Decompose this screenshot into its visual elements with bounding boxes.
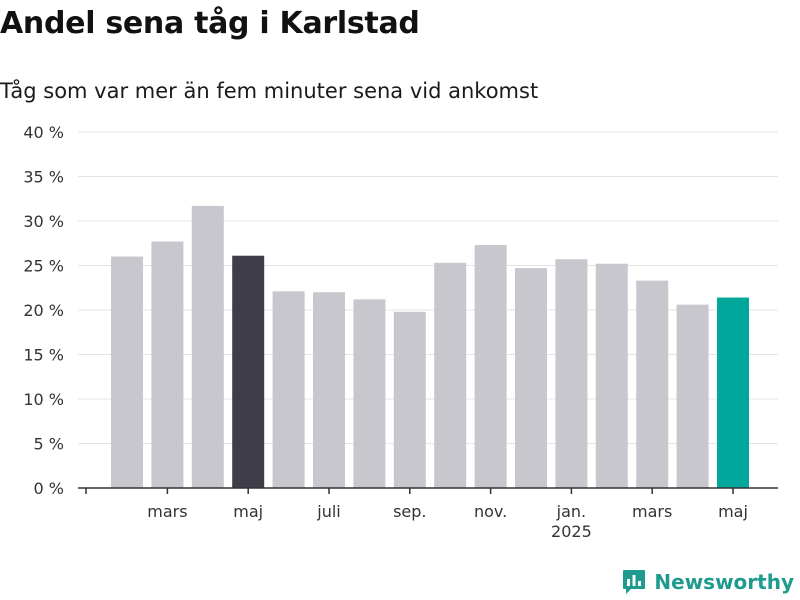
bar-2024-11	[474, 245, 507, 488]
bar-2025-02	[595, 263, 628, 488]
x-tick-label: jan.	[556, 502, 586, 521]
bar-2025-04	[676, 304, 709, 488]
bar-2024-04	[191, 205, 224, 488]
y-tick-label: 20 %	[23, 301, 64, 320]
y-tick-label: 5 %	[34, 435, 64, 454]
y-tick-label: 40 %	[23, 123, 64, 142]
bars	[111, 205, 749, 488]
bar-2025-05	[717, 297, 749, 488]
y-tick-label: 10 %	[23, 390, 64, 409]
x-tick-year-label: 2025	[551, 522, 592, 541]
y-tick-label: 15 %	[23, 346, 64, 365]
bar-2025-01	[555, 259, 588, 488]
x-tick-label: mars	[632, 502, 672, 521]
y-axis-ticks: 0 % 5 % 10 % 15 % 20 % 25 % 30 % 35 % 40 %	[23, 123, 64, 498]
brand-name: Newsworthy	[654, 570, 794, 594]
chart-title: Andel sena tåg i Karlstad	[0, 6, 420, 41]
x-tick-label: maj	[718, 502, 748, 521]
y-tick-label: 30 %	[23, 212, 64, 231]
y-tick-label: 35 %	[23, 168, 64, 187]
bar-chart-bubble-icon	[623, 570, 646, 594]
bar-2024-05	[232, 255, 265, 488]
x-tick-label: juli	[316, 502, 340, 521]
x-axis	[78, 487, 778, 494]
x-tick-label: maj	[233, 502, 263, 521]
x-axis-ticks: mars maj juli sep. nov. jan.2025 mars maj	[147, 488, 748, 541]
bar-2024-10	[434, 262, 467, 488]
newsworthy-logo: Newsworthy	[622, 569, 794, 595]
y-tick-label: 0 %	[34, 479, 64, 498]
bar-chart: 0 %5 %10 %15 %20 %25 %30 %35 %40 % mars m…	[23, 123, 778, 541]
bar-2024-02	[111, 256, 143, 488]
bar-2025-03	[636, 280, 669, 488]
bar-2024-07	[313, 292, 345, 488]
x-tick-label: mars	[147, 502, 187, 521]
bar-2024-06	[272, 291, 305, 488]
x-tick-label: sep.	[393, 502, 426, 521]
bar-2024-03	[151, 241, 184, 488]
bar-2024-08	[353, 299, 386, 488]
chart-subtitle: Tåg som var mer än fem minuter sena vid …	[0, 79, 539, 103]
x-tick-label: nov.	[474, 502, 507, 521]
y-tick-label: 25 %	[23, 257, 64, 276]
bar-2024-12	[515, 268, 547, 488]
bar-2024-09	[393, 311, 426, 488]
